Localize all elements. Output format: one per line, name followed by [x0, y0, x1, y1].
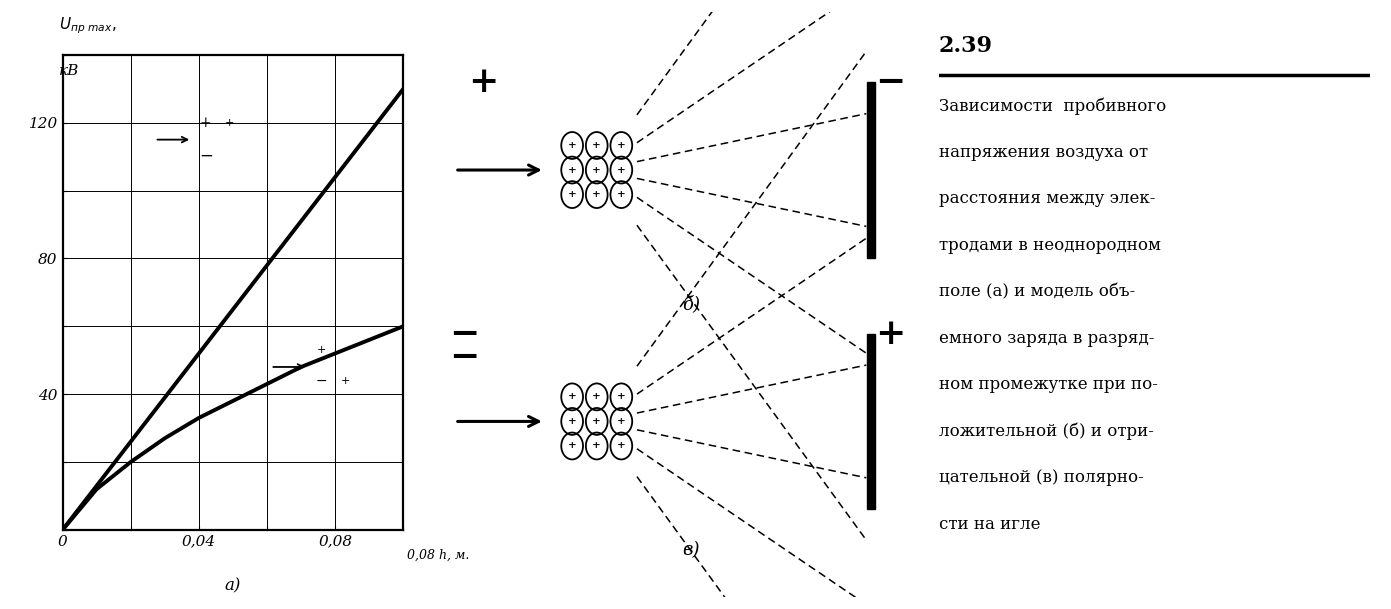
Text: расстояния между элек-: расстояния между элек- — [939, 191, 1156, 208]
Text: ном промежутке при по-: ном промежутке при по- — [939, 376, 1157, 393]
Text: +: + — [875, 317, 906, 351]
Bar — [867, 334, 875, 509]
Text: +: + — [618, 166, 626, 175]
Text: +: + — [317, 345, 327, 355]
Text: тродами в неоднородном: тродами в неоднородном — [939, 237, 1161, 254]
Text: +: + — [593, 442, 601, 451]
Text: +: + — [593, 417, 601, 426]
Text: сти на игле: сти на игле — [939, 516, 1040, 532]
Text: Зависимости  пробивного: Зависимости пробивного — [939, 97, 1166, 115]
Text: −: − — [316, 373, 327, 387]
Bar — [867, 82, 875, 258]
Text: +: + — [593, 141, 601, 150]
Text: −: − — [449, 317, 480, 351]
Text: +: + — [618, 417, 626, 426]
Text: +: + — [568, 166, 576, 175]
Text: поле (а) и модель объ-: поле (а) и модель объ- — [939, 283, 1135, 300]
Text: +: + — [467, 65, 498, 99]
Text: +: + — [618, 392, 626, 401]
Text: +: + — [568, 417, 576, 426]
Text: 2.39: 2.39 — [939, 35, 993, 57]
Text: +: + — [568, 190, 576, 199]
Text: 0,08 h, м.: 0,08 h, м. — [406, 549, 469, 562]
Text: +: + — [593, 392, 601, 401]
Text: −: − — [449, 340, 480, 374]
Text: +: + — [593, 166, 601, 175]
Text: б): б) — [683, 295, 700, 314]
Text: −: − — [875, 65, 906, 99]
Text: +: + — [341, 376, 351, 385]
Text: +: + — [568, 442, 576, 451]
Text: а): а) — [225, 577, 241, 594]
Text: емного заряда в разряд-: емного заряда в разряд- — [939, 330, 1155, 347]
Text: −: − — [199, 148, 213, 165]
Text: +: + — [618, 141, 626, 150]
Text: напряжения воздуха от: напряжения воздуха от — [939, 144, 1148, 161]
Text: ложительной (б) и отри-: ложительной (б) и отри- — [939, 423, 1153, 440]
Text: +: + — [618, 442, 626, 451]
Text: +: + — [568, 141, 576, 150]
Text: +: + — [225, 118, 234, 128]
Text: $U_{пр\ max},$: $U_{пр\ max},$ — [60, 15, 117, 36]
Text: +: + — [200, 116, 211, 130]
Text: +: + — [593, 190, 601, 199]
Text: кВ: кВ — [60, 65, 79, 79]
Text: +: + — [568, 392, 576, 401]
Text: цательной (в) полярно-: цательной (в) полярно- — [939, 469, 1143, 486]
Text: в): в) — [683, 541, 700, 559]
Text: +: + — [618, 190, 626, 199]
